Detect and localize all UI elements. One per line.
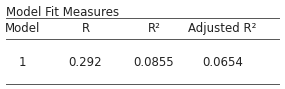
Text: 0.0654: 0.0654 [202,56,243,69]
Text: R: R [82,22,89,35]
Text: R²: R² [147,22,160,35]
Text: Model Fit Measures: Model Fit Measures [6,6,119,19]
Text: 0.292: 0.292 [69,56,102,69]
Text: 1: 1 [19,56,27,69]
Text: Model: Model [5,22,40,35]
Text: 0.0855: 0.0855 [134,56,174,69]
Text: Adjusted R²: Adjusted R² [188,22,256,35]
